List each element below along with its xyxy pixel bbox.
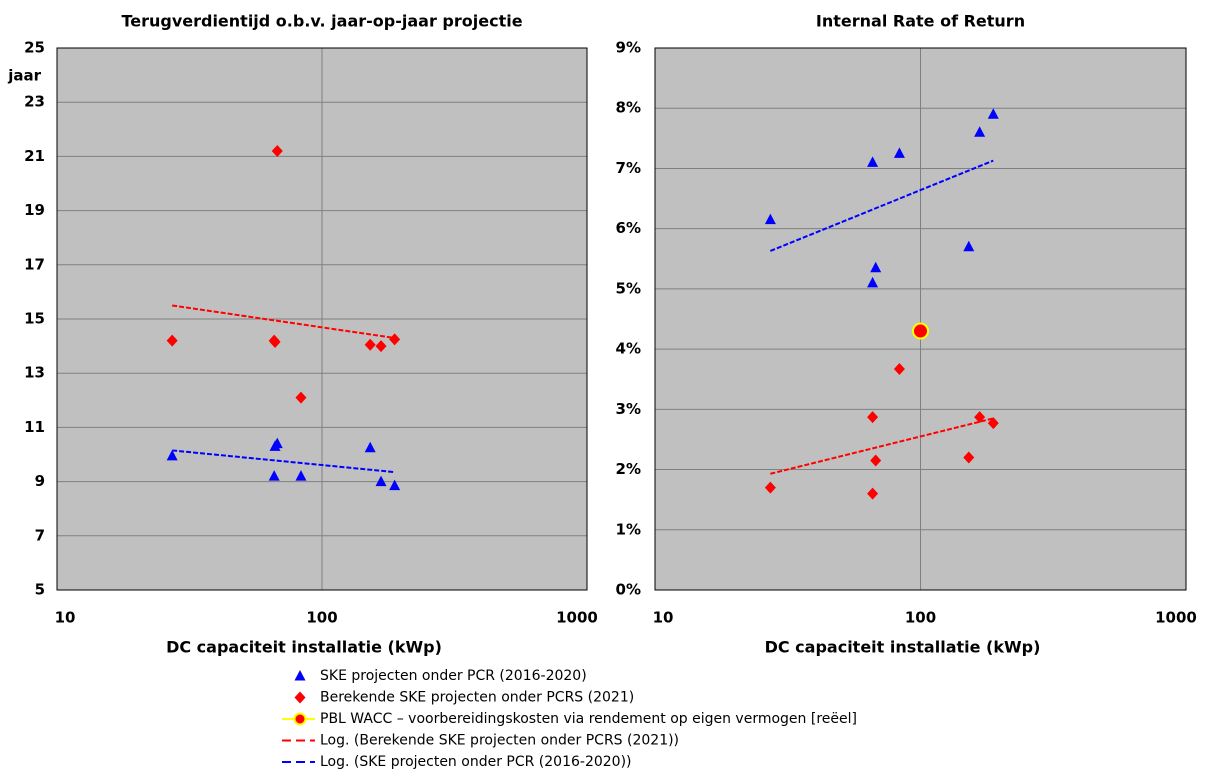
y-tick-label: 17 [24,255,45,273]
y-tick-label: 21 [24,147,45,165]
diamond-marker [867,411,879,424]
triangle-marker [867,156,879,167]
diamond-marker [963,451,975,464]
legend-item: Log. (SKE projecten onder PCR (2016-2020… [282,754,632,770]
x-tick-label: 100 [306,609,337,627]
y-tick-label: 2% [616,460,641,478]
y-tick-label: 13 [24,364,45,382]
legend-item: Berekende SKE projecten onder PCRS (2021… [294,690,634,706]
diamond-marker [867,487,879,500]
y-tick-label: 11 [24,418,45,436]
diamond-marker [375,340,387,353]
diamond-marker [987,417,999,430]
triangle-marker [963,240,975,252]
chart-title: Terugverdientijd o.b.v. jaar-op-jaar pro… [121,12,522,31]
triangle-marker [295,470,307,481]
trend-line [172,304,395,339]
legend-label: Log. (SKE projecten onder PCR (2016-2020… [320,754,632,770]
y-tick-label: 5% [616,279,641,297]
diamond-marker [295,391,307,404]
legend-symbol [293,712,307,726]
x-tick-label: 100 [905,609,936,627]
x-axis-label: DC capaciteit installatie (kWp) [765,638,1041,657]
legend-item: SKE projecten onder PCR (2016-2020) [294,668,587,684]
y-tick-label: 7% [616,159,641,177]
diamond-marker [364,338,376,351]
triangle-marker [867,276,879,288]
trend-line [172,449,395,474]
y-tick-label: 8% [616,99,641,117]
x-tick-label: 1000 [556,609,598,627]
triangle-marker [269,440,281,451]
triangle-marker [375,475,387,487]
x-tick-label: 1000 [1155,609,1197,627]
diamond-marker [389,333,401,346]
legend-label: PBL WACC – voorbereidingskosten via rend… [320,711,857,727]
diamond-marker [893,362,905,375]
triangle-marker [166,449,178,461]
y-tick-label: 1% [616,520,641,538]
triangle-marker [364,441,376,453]
legend-symbol [294,670,306,681]
triangle-marker [389,479,401,491]
y-tick-label: 0% [616,581,641,599]
legend-item: Log. (Berekende SKE projecten onder PCRS… [282,733,679,749]
triangle-marker [268,470,280,481]
y-tick-label: 3% [616,400,641,418]
legend-symbol [294,691,306,704]
x-axis-label: DC capaciteit installatie (kWp) [166,638,442,657]
diamond-marker [764,481,776,494]
y-tick-label: 7 [35,526,45,544]
y-tick-label: 5 [35,581,45,599]
triangle-marker [987,108,999,119]
y-axis-label: jaar [7,67,41,85]
x-tick-label: 10 [653,609,674,627]
x-tick-label: 10 [55,609,76,627]
circle-marker [912,322,929,340]
y-tick-label: 6% [616,219,641,237]
y-tick-label: 23 [24,93,45,111]
diamond-marker [271,144,283,157]
triangle-marker [870,261,882,273]
y-tick-label: 9 [35,472,45,490]
legend-item: PBL WACC – voorbereidingskosten via rend… [282,711,857,727]
y-tick-label: 15 [24,310,45,328]
y-tick-label: 19 [24,201,45,219]
plot-border [654,47,1187,591]
plot-border [56,47,588,591]
triangle-marker [974,126,986,137]
trend-line [770,159,994,252]
y-tick-label: 9% [616,39,641,57]
y-tick-label: 25 [24,39,45,57]
legend-label: Berekende SKE projecten onder PCRS (2021… [320,690,634,706]
legend-label: Log. (Berekende SKE projecten onder PCRS… [320,733,679,749]
chart-title: Internal Rate of Return [816,12,1025,31]
triangle-marker [764,213,776,225]
trend-line [770,417,994,475]
y-tick-label: 4% [616,340,641,358]
diamond-marker [269,336,281,349]
legend-label: SKE projecten onder PCR (2016-2020) [320,668,587,684]
triangle-marker [893,147,905,158]
diamond-marker [166,334,178,347]
diamond-marker [870,454,882,467]
